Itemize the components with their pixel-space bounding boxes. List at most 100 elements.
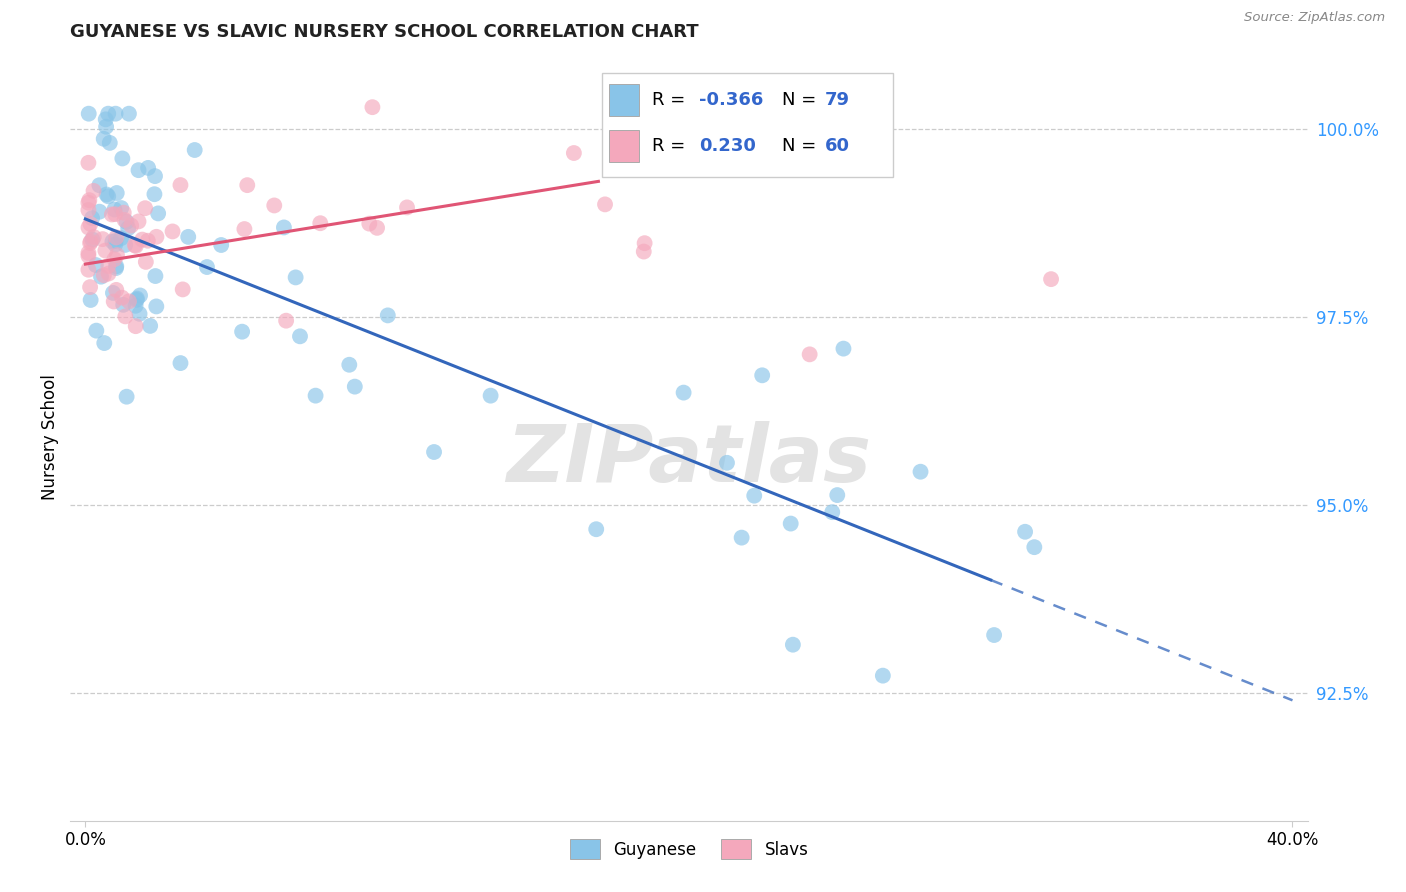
Point (273, 220, 295, 235)
Point (1014, 524, 1036, 539)
Point (1040, 272, 1063, 286)
Point (101, 235, 124, 249)
Point (145, 268, 167, 283)
Point (672, 112, 695, 127)
Point (125, 239, 148, 253)
Point (172, 282, 194, 296)
Point (90, 269, 112, 284)
Text: -0.366: -0.366 (699, 91, 763, 110)
Point (103, 252, 125, 267)
Point (105, 259, 128, 273)
Point (983, 628, 1005, 642)
Point (337, 358, 360, 372)
Point (111, 152, 134, 166)
Point (82, 233, 104, 247)
Point (872, 668, 894, 682)
Point (89, 178, 111, 193)
Point (821, 505, 844, 519)
Point (77, 246, 100, 260)
Point (104, 207, 127, 221)
Point (91, 232, 114, 246)
Point (799, 347, 821, 361)
Point (104, 106, 127, 120)
Point (135, 255, 157, 269)
Point (288, 329, 311, 343)
Point (94, 120, 117, 134)
Point (111, 291, 134, 305)
Point (83, 184, 105, 198)
Point (98, 136, 121, 150)
Point (129, 288, 152, 302)
Point (101, 207, 124, 221)
Point (104, 237, 127, 252)
Point (93, 336, 115, 351)
Point (80, 235, 103, 249)
Point (80, 211, 103, 226)
Point (779, 516, 801, 531)
Point (233, 222, 256, 236)
Point (633, 244, 655, 259)
Point (562, 146, 585, 161)
Point (145, 300, 167, 314)
Point (143, 187, 166, 202)
Text: N =: N = (782, 136, 821, 155)
Y-axis label: Nursery School: Nursery School (41, 374, 59, 500)
Text: R =: R = (652, 136, 690, 155)
FancyBboxPatch shape (609, 84, 640, 117)
Point (231, 325, 253, 339)
Point (827, 488, 849, 502)
Point (120, 219, 142, 233)
Point (124, 299, 146, 313)
Point (169, 356, 191, 370)
Point (910, 465, 932, 479)
Point (101, 285, 124, 300)
Point (96, 187, 118, 202)
Point (89, 204, 111, 219)
Point (593, 197, 616, 211)
Point (633, 236, 655, 251)
Point (730, 531, 752, 545)
Point (79, 280, 101, 294)
Point (162, 224, 184, 238)
Point (97, 189, 120, 203)
Point (118, 294, 141, 309)
Point (366, 220, 388, 235)
Point (97, 259, 120, 273)
Point (742, 489, 765, 503)
Point (118, 106, 141, 120)
Point (125, 292, 148, 306)
Point (105, 186, 128, 200)
Text: GUYANESE VS SLAVIC NURSERY SCHOOL CORRELATION CHART: GUYANESE VS SLAVIC NURSERY SCHOOL CORREL… (70, 23, 699, 41)
Point (183, 143, 205, 157)
Point (112, 205, 135, 219)
Point (114, 213, 136, 227)
Point (131, 233, 153, 247)
Point (1024, 540, 1046, 554)
Point (97, 106, 120, 120)
Text: 0.230: 0.230 (699, 136, 755, 155)
Text: Source: ZipAtlas.com: Source: ZipAtlas.com (1244, 11, 1385, 24)
Point (751, 368, 773, 383)
Point (304, 389, 326, 403)
Point (585, 522, 607, 536)
Point (128, 307, 150, 321)
Point (195, 260, 218, 274)
Point (77, 262, 100, 277)
Point (94, 244, 117, 258)
Text: R =: R = (652, 91, 690, 110)
Point (309, 216, 332, 230)
Point (86, 324, 108, 338)
Point (423, 445, 446, 459)
Point (77, 195, 100, 210)
Point (114, 238, 136, 252)
Point (128, 214, 150, 228)
Point (112, 298, 135, 312)
Point (117, 221, 139, 235)
Point (128, 163, 150, 178)
Point (263, 198, 285, 212)
Point (93, 132, 115, 146)
Point (77, 220, 100, 235)
Text: ZIPatlas: ZIPatlas (506, 421, 872, 500)
Point (77, 155, 100, 169)
Point (79, 236, 101, 251)
